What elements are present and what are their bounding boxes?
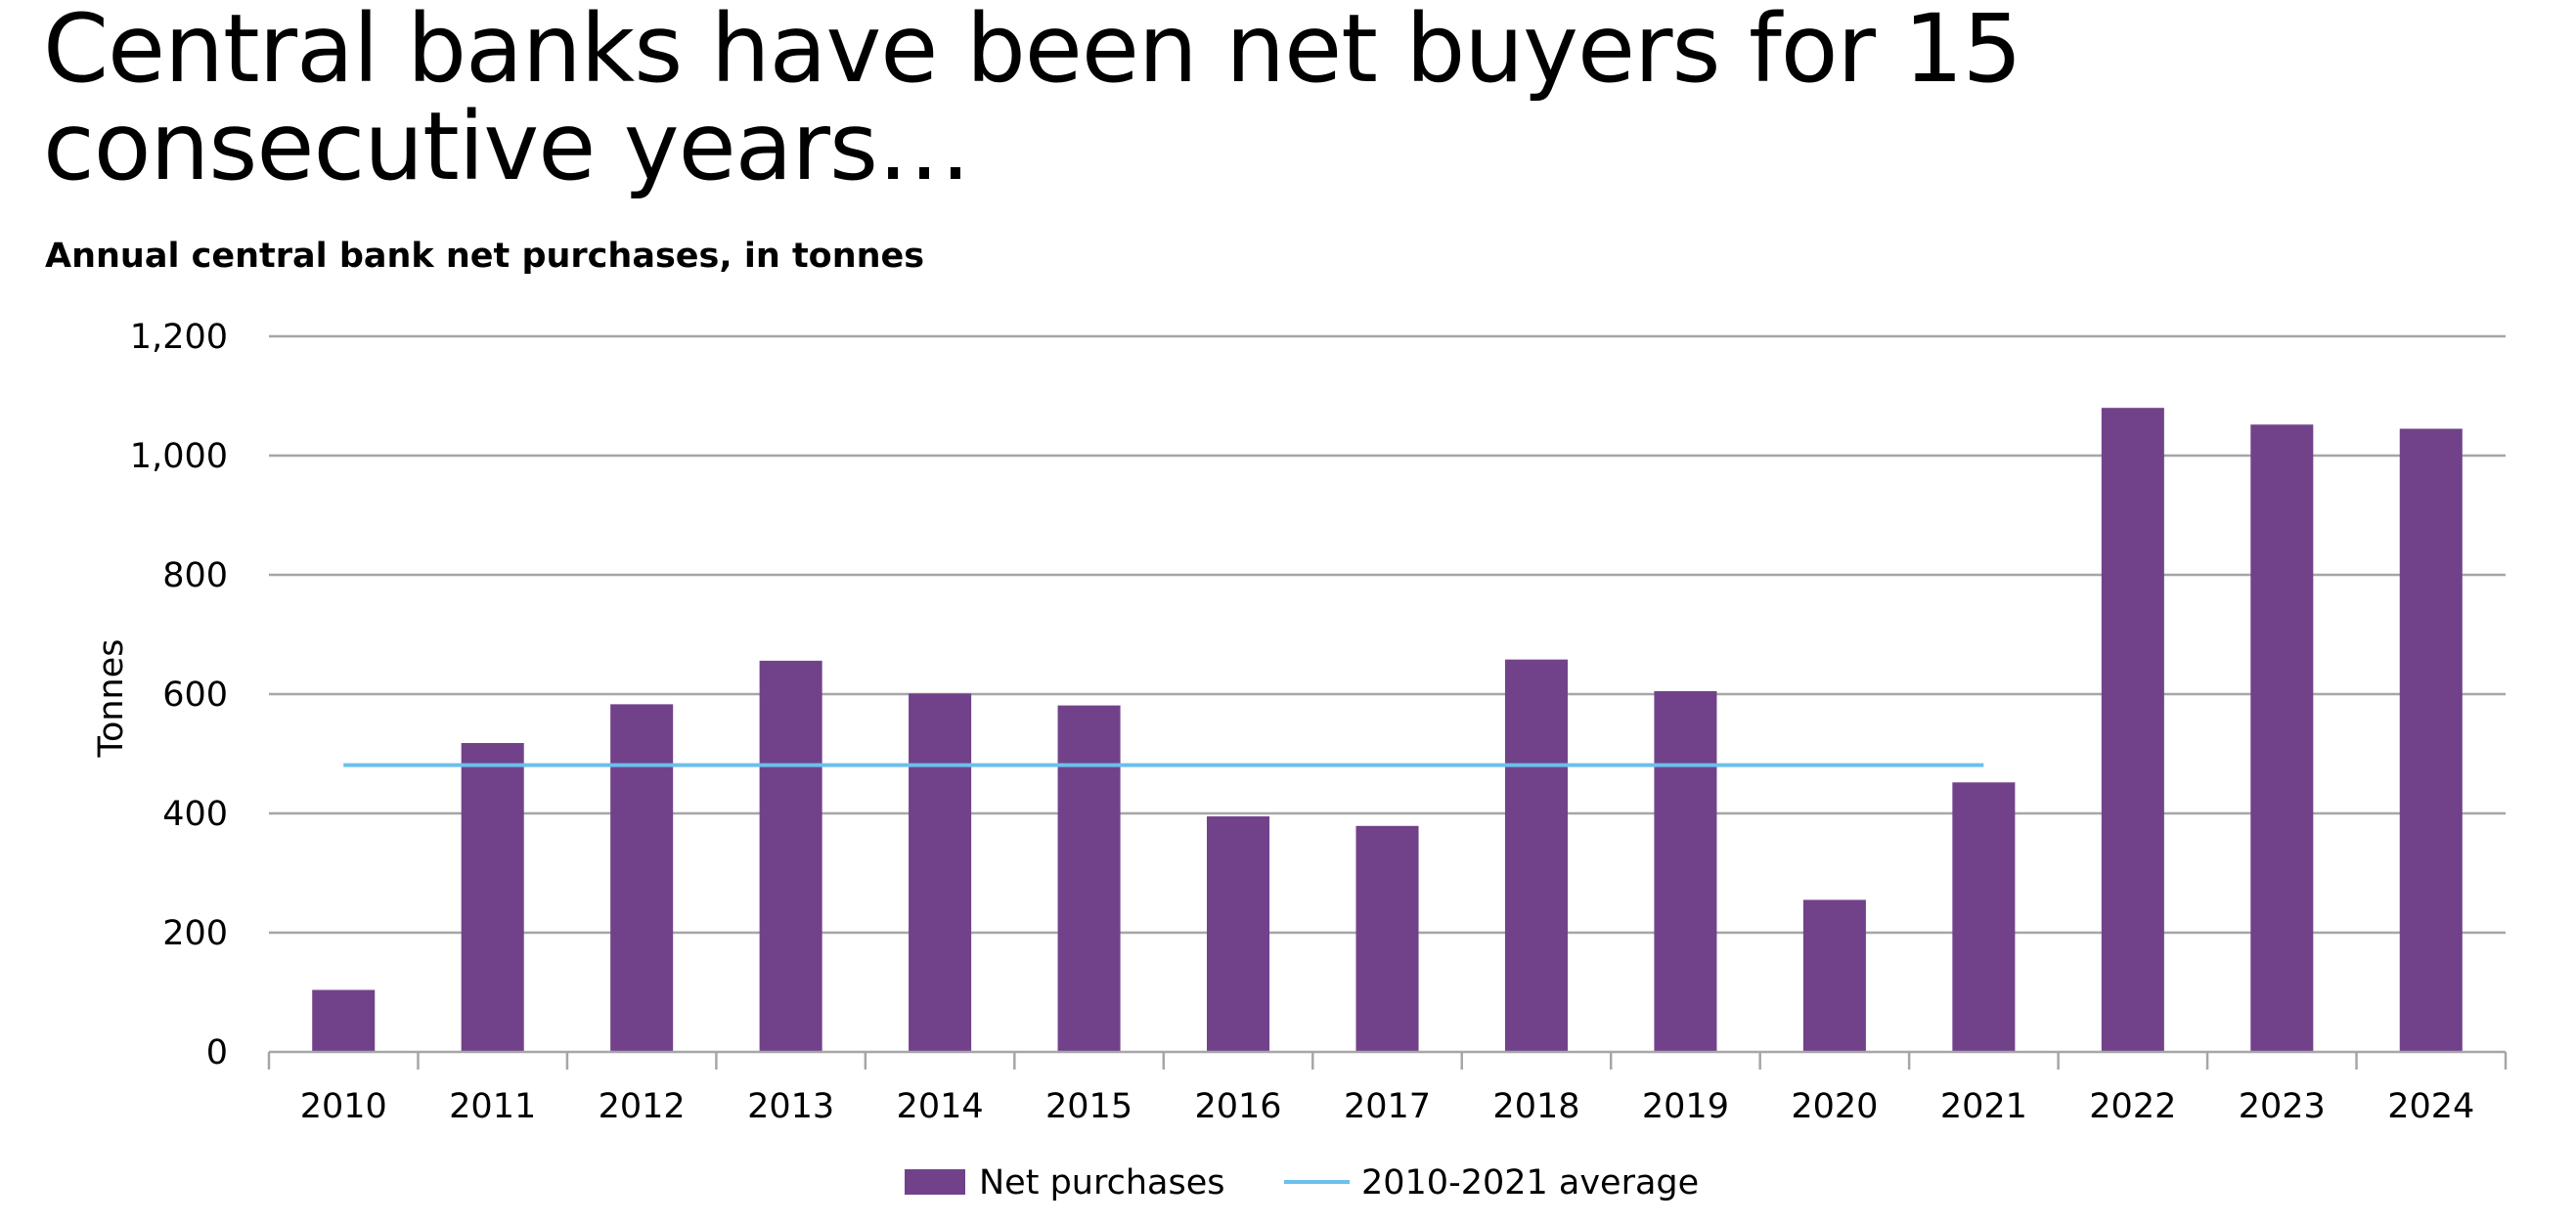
x-tick-label: 2019 <box>1642 1087 1729 1126</box>
bar <box>461 743 524 1052</box>
x-tick-label: 2013 <box>747 1087 834 1126</box>
legend: Net purchases 2010-2021 average <box>905 1163 1699 1202</box>
y-axis-label: Tonnes <box>92 639 131 759</box>
x-tick-label: 2020 <box>1791 1087 1878 1126</box>
x-tick-label: 2011 <box>449 1087 536 1126</box>
x-tick-label: 2012 <box>599 1087 686 1126</box>
y-tick-label: 600 <box>162 676 228 715</box>
bar-series <box>312 408 2463 1052</box>
bar <box>1952 782 2016 1052</box>
chart-title: Central banks have been net buyers for 1… <box>43 0 2022 201</box>
y-tick-label: 200 <box>162 914 228 953</box>
bar <box>1207 816 1270 1052</box>
bar <box>759 660 822 1052</box>
bar <box>1802 899 1866 1052</box>
x-tick-label: 2021 <box>1940 1087 2027 1126</box>
bar <box>2399 428 2463 1052</box>
bar <box>610 704 674 1052</box>
bar <box>312 989 376 1052</box>
y-tick-label: 1,000 <box>130 437 228 476</box>
bar <box>1654 690 1717 1052</box>
bar <box>1504 659 1568 1052</box>
y-tick-label: 0 <box>206 1033 228 1072</box>
x-tick-label: 2023 <box>2239 1087 2326 1126</box>
bar <box>909 693 972 1052</box>
legend-label-net-purchases: Net purchases <box>979 1163 1224 1202</box>
x-tick-label: 2014 <box>897 1087 984 1126</box>
y-tick-label: 800 <box>162 556 228 595</box>
x-tick-label: 2018 <box>1492 1087 1579 1126</box>
x-tick-label: 2024 <box>2387 1087 2474 1126</box>
chart-subtitle: Annual central bank net purchases, in to… <box>45 237 925 276</box>
x-axis: 2010 2011 2012 2013 2014 2015 2016 2017 2018 2019… <box>267 1050 2508 1126</box>
bar <box>2250 424 2314 1052</box>
x-tick-label: 2015 <box>1045 1087 1133 1126</box>
bar <box>2101 408 2164 1052</box>
y-axis-ticks: 0 200 400 600 800 1,000 1,200 <box>130 318 228 1072</box>
y-tick-label: 1,200 <box>130 318 228 357</box>
bar <box>1057 705 1121 1052</box>
y-tick-label: 400 <box>162 795 228 834</box>
legend-swatch-net-purchases <box>905 1169 965 1195</box>
x-tick-label: 2022 <box>2089 1087 2176 1126</box>
x-tick-label: 2017 <box>1344 1087 1431 1126</box>
x-tick-label: 2010 <box>300 1087 387 1126</box>
bar <box>1355 825 1419 1052</box>
x-tick-label: 2016 <box>1194 1087 1281 1126</box>
legend-label-average: 2010-2021 average <box>1361 1163 1699 1202</box>
